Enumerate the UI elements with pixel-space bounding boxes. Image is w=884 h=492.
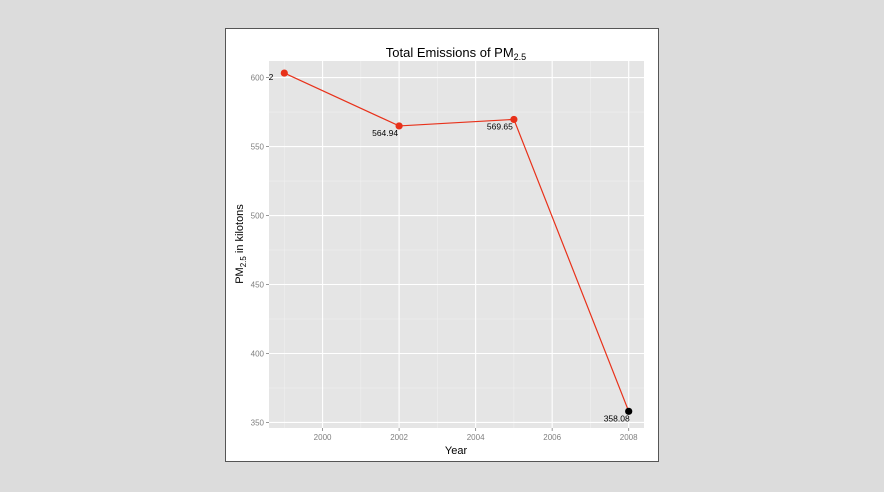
emissions-line-chart: 2000 2002 2004 2006 2008 350 400 450 500 550 600 2… xyxy=(234,45,644,457)
chart-title-main: Total Emissions of PM xyxy=(386,45,514,60)
y-tick-label: 500 xyxy=(251,212,265,221)
y-axis-title: PM2.5 in kilotons xyxy=(234,204,248,284)
major-gridlines xyxy=(269,61,644,428)
x-tick-label: 2002 xyxy=(390,433,408,442)
x-tick-label: 2008 xyxy=(620,433,638,442)
series-line xyxy=(284,72,630,412)
x-tick-label: 2006 xyxy=(543,433,561,442)
y-tick-label: 350 xyxy=(251,418,265,427)
y-axis-title-subscript: 2.5 xyxy=(239,256,248,268)
plot-panel xyxy=(269,61,644,428)
data-labels: 2 564.94 569.65 358.08 xyxy=(269,72,630,423)
x-axis-title: Year xyxy=(445,445,468,457)
chart-title-subscript: 2.5 xyxy=(514,52,527,62)
data-label: 358.08 xyxy=(604,413,630,423)
y-axis-title-suffix: in kilotons xyxy=(234,204,246,256)
y-axis-title-prefix: PM xyxy=(234,267,246,284)
x-tick-label: 2004 xyxy=(467,433,485,442)
data-point xyxy=(625,407,633,415)
y-tick-label: 550 xyxy=(251,143,265,152)
y-tick-label: 400 xyxy=(251,349,265,358)
data-point xyxy=(280,69,288,77)
x-tick-label: 2000 xyxy=(314,433,332,442)
chart-title: Total Emissions of PM2.5 xyxy=(386,45,526,62)
axis-ticks: 2000 2002 2004 2006 2008 350 400 450 500 550 600 xyxy=(251,74,639,442)
data-label: 564.94 xyxy=(372,128,398,138)
data-point xyxy=(510,115,518,124)
data-label: 2 xyxy=(269,72,274,82)
data-label: 569.65 xyxy=(487,121,513,131)
y-tick-label: 600 xyxy=(251,74,265,83)
chart-frame: 2000 2002 2004 2006 2008 350 400 450 500 550 600 2… xyxy=(225,28,659,462)
data-point xyxy=(395,122,403,130)
y-tick-label: 450 xyxy=(251,281,265,290)
data-series xyxy=(280,69,633,415)
